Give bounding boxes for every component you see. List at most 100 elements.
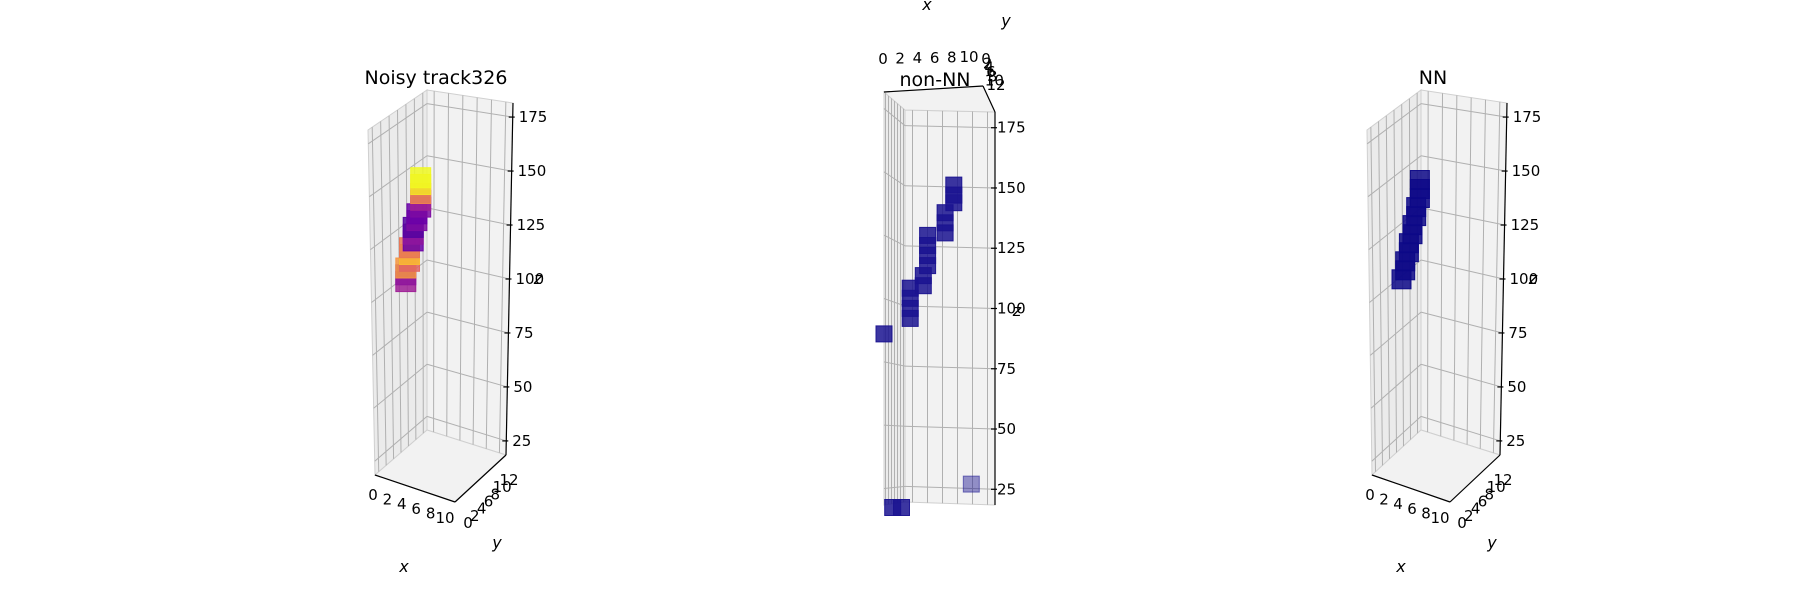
y-tick-label: 0 (463, 514, 473, 532)
z-tick-label: 125 (997, 239, 1026, 257)
x-gridline (433, 91, 435, 433)
y-tick-label: 0 (981, 50, 991, 68)
z-gridline (904, 485, 996, 490)
panel-0-title: Noisy track326 (365, 67, 508, 89)
y-gridline (1385, 115, 1390, 459)
panel-0-points (395, 167, 432, 293)
x-gridline (1427, 91, 1429, 433)
y-tick-label: 12 (499, 471, 518, 489)
panel-2-y-label: y (1486, 533, 1497, 552)
x-gridline (1453, 95, 1458, 441)
panel-0-grid (367, 91, 513, 472)
z-gridline (426, 363, 508, 388)
x-tick-label: 6 (1407, 500, 1417, 518)
x-gridline (472, 97, 478, 445)
z-tick-label: 25 (512, 432, 531, 450)
panel-2-x-ticks: 0 2 4 6 8 10 (1365, 486, 1449, 527)
x-tick-label: 2 (895, 50, 905, 68)
x-tick-label: 0 (368, 486, 378, 504)
y-tick-label: 6 (484, 493, 494, 511)
y-tick-label: 6 (986, 63, 996, 81)
x-tick-label: 10 (1430, 509, 1449, 527)
x-tick-label: 2 (383, 491, 393, 509)
x-gridline (498, 101, 507, 453)
z-tick-label: 25 (997, 480, 1016, 498)
x-gridline (1479, 99, 1486, 449)
panel-0-y-axis-line (454, 454, 507, 503)
z-gridline (426, 415, 507, 442)
panel-2-grid (1366, 91, 1507, 472)
x-tick-label: 8 (947, 48, 957, 66)
panel-1-y-axis-line (982, 85, 996, 113)
x-gridline (1440, 93, 1443, 437)
panel-2-x-label: x (1395, 557, 1406, 576)
x-gridline (485, 99, 492, 449)
panel-1-x-label: x (921, 0, 932, 14)
z-gridline (1420, 259, 1504, 280)
panel-1-points (875, 176, 980, 516)
z-gridline (904, 125, 996, 129)
x-tick-label: 2 (1379, 491, 1389, 509)
y-tick-label: 4 (985, 59, 995, 77)
x-tick-label: 6 (411, 500, 421, 518)
voxel-point (945, 176, 963, 194)
z-tick-label: 75 (1508, 324, 1527, 342)
y-tick-label: 8 (1485, 485, 1495, 503)
voxel-point (875, 325, 893, 343)
panel-2-y-axis-line (1449, 454, 1501, 503)
y-tick-label: 10 (493, 478, 512, 496)
panel-2-z-ticks: 25 50 75 100 125 150 175 (1496, 108, 1541, 450)
z-tick-label: 150 (518, 162, 547, 180)
z-tick-label: 50 (513, 378, 532, 396)
panel-1-x-ticks: 0 2 4 6 8 10 (878, 48, 978, 68)
z-tick-label: 150 (997, 179, 1026, 197)
z-gridline (426, 207, 511, 226)
voxel-point (919, 226, 937, 244)
y-gridline (380, 121, 387, 466)
panel-1-z-label: z (1012, 301, 1022, 320)
y-tick-label: 0 (1457, 514, 1467, 532)
panel-0-x-ticks: 0 2 4 6 8 10 (368, 486, 454, 527)
y-tick-label: 2 (1464, 507, 1474, 525)
panel-1-y-label: y (1000, 11, 1011, 30)
panel-0-x-axis-line (374, 474, 456, 503)
voxel-point (893, 499, 910, 516)
panel-1-title: non-NN (900, 69, 971, 91)
panel-0-x-label: x (398, 557, 409, 576)
x-gridline (1492, 101, 1501, 453)
z-tick-label: 25 (1506, 432, 1525, 450)
panel-2-x-axis-line (1371, 474, 1451, 503)
z-gridline (904, 425, 996, 430)
panel-1-x-axis-line (883, 85, 984, 93)
z-tick-label: 125 (517, 216, 546, 234)
y-tick-label: 12 (1493, 471, 1512, 489)
y-tick-label: 8 (988, 67, 998, 85)
panel-2-title: NN (1419, 67, 1447, 89)
y-tick-label: 2 (983, 54, 993, 72)
y-tick-label: 10 (985, 72, 1004, 90)
panel-0-z-label: z (533, 269, 543, 288)
z-gridline (426, 155, 512, 172)
x-gridline (1466, 97, 1472, 445)
z-tick-label: 125 (1511, 216, 1540, 234)
y-tick-label: 4 (477, 500, 487, 518)
x-tick-label: 4 (1393, 495, 1403, 513)
z-tick-label: 175 (1513, 108, 1542, 126)
z-gridline (1420, 363, 1502, 388)
panel-1-z-ticks: 25 50 75 100 125 150 175 (991, 119, 1026, 498)
z-tick-label: 50 (1507, 378, 1526, 396)
x-tick-label: 6 (930, 49, 940, 67)
z-gridline (904, 365, 996, 370)
y-tick-label: 8 (491, 485, 501, 503)
z-gridline (1420, 103, 1507, 118)
x-gridline (459, 95, 464, 441)
z-gridline (1420, 207, 1505, 226)
x-gridline (446, 93, 449, 437)
y-gridline (1370, 127, 1376, 472)
